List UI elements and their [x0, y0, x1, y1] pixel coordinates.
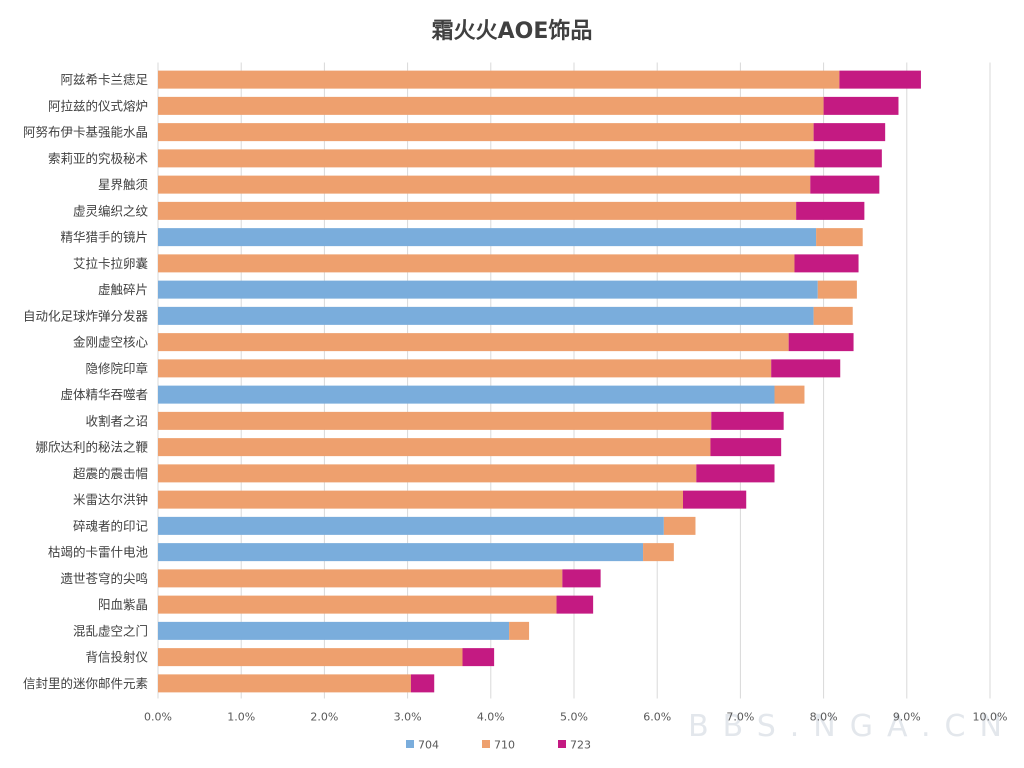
x-tick-label: 4.0%: [477, 711, 505, 724]
bar-segment-710: [158, 175, 811, 194]
bar-segment-710: [158, 464, 697, 483]
category-label: 虚体精华吞噬者: [60, 387, 148, 402]
category-label: 背信投射仪: [85, 650, 148, 665]
category-label: 遗世苍穹的尖鸣: [60, 571, 148, 586]
bar-segment-723: [810, 175, 880, 194]
category-label: 精华猎手的镜片: [60, 230, 148, 245]
bar-segment-704: [158, 516, 664, 535]
bar-segment-704: [158, 228, 817, 247]
bar-segment-723: [556, 595, 594, 614]
bar-segment-710: [158, 123, 814, 142]
bar-segment-723: [562, 569, 601, 588]
bar-segment-710: [817, 280, 857, 299]
bar-segment-710: [158, 96, 824, 115]
chart-title: 霜火火AOE饰品: [431, 18, 593, 44]
bars: [158, 70, 921, 693]
category-label: 索莉亚的究极秘术: [48, 151, 149, 166]
x-axis-tick-labels: 0.0% 1.0% 2.0% 3.0% 4.0% 5.0% 6.0% 7.0% 8.0% 9.0%…: [144, 711, 1007, 724]
bar-segment-723: [788, 333, 854, 352]
legend-label: 704: [418, 739, 439, 752]
bar-segment-710: [158, 254, 795, 273]
bar-segment-710: [158, 411, 712, 430]
bar-segment-723: [813, 123, 886, 142]
category-label: 阿努布伊卡基强能水晶: [23, 125, 148, 140]
category-label: 枯竭的卡雷什电池: [48, 545, 149, 560]
category-label: 阳血紫晶: [98, 597, 148, 612]
legend-swatch-710: [482, 740, 490, 748]
bar-segment-710: [158, 674, 411, 693]
bar-segment-710: [813, 306, 853, 325]
category-label: 信封里的迷你邮件元素: [23, 676, 148, 691]
bar-segment-723: [682, 490, 747, 509]
bar-segment-710: [158, 359, 772, 378]
bar-segment-723: [823, 96, 899, 115]
bar-segment-723: [711, 411, 784, 430]
category-label: 娜欣达利的秘法之鞭: [35, 440, 148, 455]
category-label: 收割者之诏: [85, 413, 148, 428]
bar-segment-723: [771, 359, 841, 378]
bar-segment-704: [158, 306, 814, 325]
bar-segment-723: [796, 201, 865, 220]
legend-swatch-723: [558, 740, 566, 748]
bar-segment-710: [509, 621, 530, 640]
category-label: 阿拉兹的仪式熔炉: [48, 98, 148, 113]
x-tick-label: 5.0%: [560, 711, 588, 724]
category-label: 虚触碎片: [98, 282, 148, 297]
category-label: 隐修院印章: [85, 361, 148, 376]
bar-segment-723: [839, 70, 921, 89]
watermark: BBS.NGA.CN: [688, 709, 1016, 744]
bar-segment-710: [643, 543, 674, 562]
legend-label: 723: [570, 739, 591, 752]
bar-segment-723: [410, 674, 435, 693]
category-label: 超震的震击帽: [73, 466, 148, 481]
category-label: 艾拉卡拉卵囊: [73, 256, 148, 271]
bar-segment-704: [158, 543, 644, 562]
bar-segment-710: [158, 149, 815, 168]
category-label: 混乱虚空之门: [73, 623, 148, 638]
x-tick-label: 6.0%: [643, 711, 671, 724]
watermark-text: BBS.NGA.CN: [688, 709, 1016, 744]
bar-segment-723: [462, 648, 495, 667]
bar-segment-704: [158, 385, 775, 404]
bar-segment-723: [814, 149, 882, 168]
x-tick-label: 8.0%: [810, 711, 838, 724]
bar-segment-710: [158, 201, 797, 220]
bar-segment-723: [710, 438, 782, 457]
x-tick-label: 9.0%: [893, 711, 921, 724]
bar-segment-704: [158, 621, 510, 640]
category-label: 星界触须: [98, 177, 149, 192]
category-label: 金刚虚空核心: [73, 335, 149, 350]
bar-segment-710: [816, 228, 863, 247]
x-tick-label: 2.0%: [310, 711, 338, 724]
legend-swatch-704: [406, 740, 414, 748]
category-label: 碎魂者的印记: [73, 518, 149, 533]
bar-segment-710: [158, 595, 557, 614]
bar-segment-710: [158, 70, 840, 89]
x-tick-label: 1.0%: [227, 711, 255, 724]
bar-segment-704: [158, 280, 818, 299]
x-tick-label: 0.0%: [144, 711, 172, 724]
bar-segment-723: [794, 254, 859, 273]
bar-segment-710: [774, 385, 805, 404]
category-label: 米雷达尔洪钟: [73, 492, 148, 507]
legend: 704 710 723: [406, 739, 591, 752]
bar-segment-723: [696, 464, 775, 483]
gridlines: [157, 62, 991, 699]
bar-segment-710: [158, 333, 789, 352]
x-tick-label: 3.0%: [394, 711, 422, 724]
bar-segment-710: [158, 648, 463, 667]
legend-label: 710: [494, 739, 515, 752]
bar-segment-710: [158, 438, 711, 457]
category-label: 自动化足球炸弹分发器: [23, 308, 149, 323]
bar-segment-710: [158, 490, 683, 509]
x-tick-label: 10.0%: [973, 711, 1008, 724]
bar-segment-710: [158, 569, 563, 588]
x-tick-label: 7.0%: [726, 711, 754, 724]
category-label: 阿兹希卡兰痣足: [60, 72, 148, 87]
category-label: 虚灵编织之纹: [73, 203, 149, 218]
bar-segment-710: [663, 516, 696, 535]
category-labels: 阿兹希卡兰痣足阿拉兹的仪式熔炉阿努布伊卡基强能水晶索莉亚的究极秘术星界触须虚灵编…: [23, 72, 149, 691]
